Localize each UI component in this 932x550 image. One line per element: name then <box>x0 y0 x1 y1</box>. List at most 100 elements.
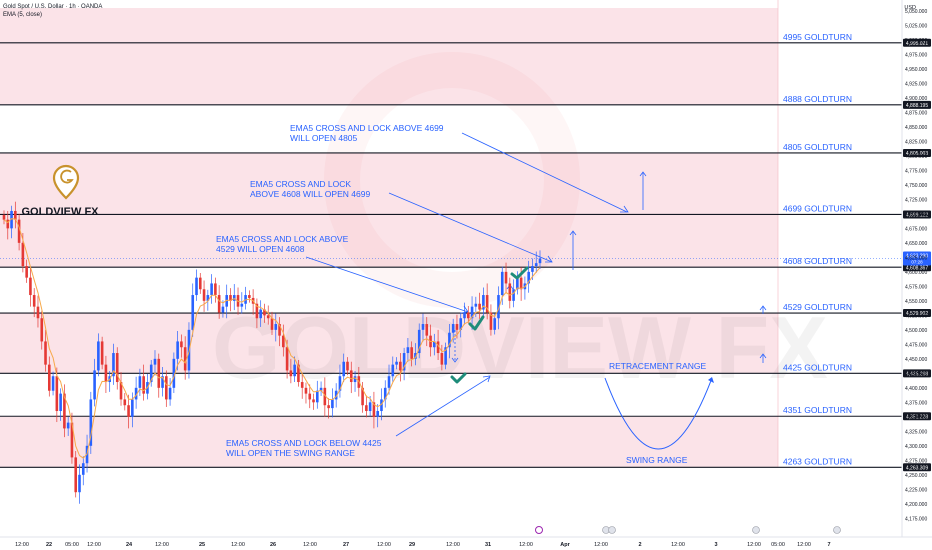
candle-body <box>172 358 176 388</box>
time-axis[interactable]: 12:00 22 05:00 12:00 24 12:00 25 12:00 26 12:00 27… <box>15 542 830 548</box>
y-tick-label: 4,625.000 <box>905 255 927 261</box>
candle-body <box>255 303 259 319</box>
candle-body <box>51 376 55 391</box>
candle-body <box>282 335 285 348</box>
level-label: 4995 GOLDTURN <box>783 32 852 42</box>
y-tick-label: 5,000.000 <box>905 38 927 44</box>
y-tick-label: 4,950.000 <box>905 67 927 73</box>
candle-body <box>104 364 108 383</box>
candle-body <box>482 295 485 310</box>
candle-body <box>78 474 81 493</box>
candle-body <box>183 347 187 371</box>
y-tick-label: 5,025.000 <box>905 23 927 29</box>
candle-body <box>312 399 315 403</box>
candle-body <box>497 295 500 319</box>
indicator-legend[interactable]: EMA (5, close) <box>3 12 43 18</box>
candle-body <box>59 393 62 412</box>
candle-body <box>365 405 368 412</box>
annotation-line: ABOVE 4608 WILL OPEN 4699 <box>250 189 370 199</box>
candle-body <box>274 324 278 330</box>
price-tag-bg <box>903 412 931 421</box>
y-tick-label: 4,575.000 <box>905 284 927 290</box>
candle-body <box>440 353 444 365</box>
candle-body <box>308 393 312 400</box>
candle-body <box>248 295 251 298</box>
annotation-line: WILL OPEN 4805 <box>290 133 358 143</box>
y-tick-label: 4,400.000 <box>905 386 927 392</box>
current-price-bg <box>903 251 931 266</box>
x-tick-label: 12:00 <box>519 542 533 548</box>
x-tick-label: 12:00 <box>231 542 245 548</box>
y-tick-label: 4,825.000 <box>905 139 927 145</box>
candle-body <box>168 387 172 400</box>
y-tick-label: 4,750.000 <box>905 183 927 189</box>
price-tag-bg <box>903 210 931 219</box>
candle-body <box>195 277 198 296</box>
x-tick-label: 26 <box>270 542 276 548</box>
candle-body <box>493 318 497 330</box>
y-tick-label: 4,325.000 <box>905 429 927 435</box>
logo-text: GOLDVIEW FX <box>22 206 100 218</box>
candle-body <box>346 361 349 371</box>
y-tick-label: 4,475.000 <box>905 342 927 348</box>
annotation-line: EMA5 CROSS AND LOCK ABOVE <box>216 234 349 244</box>
candle-body <box>17 219 21 243</box>
candle-body <box>123 399 127 406</box>
x-tick-label: 05:00 <box>65 542 79 548</box>
y-tick-label: 4,775.000 <box>905 168 927 174</box>
price-tag: 4,263.309 <box>906 465 928 471</box>
candle-body <box>263 309 266 316</box>
x-tick-label: 12:00 <box>303 542 317 548</box>
candle-body <box>115 353 119 383</box>
annotation-text: EMA5 CROSS AND LOCK ABOVE 4608 WILL OPEN … <box>250 179 370 199</box>
candle-body <box>10 210 13 229</box>
candle-body <box>138 376 142 388</box>
candle-body <box>519 277 523 290</box>
candle-body <box>436 341 440 354</box>
price-axis[interactable]: 5,050.000 5,025.000 5,000.000 4,975.000 4,95… <box>905 9 927 522</box>
x-tick-label: 12:00 <box>594 542 608 548</box>
zone-band <box>0 416 778 468</box>
candle-body <box>331 399 334 409</box>
candle-body <box>421 324 425 330</box>
y-tick-label: 4,850.000 <box>905 125 927 131</box>
annotation-line: EMA5 CROSS AND LOCK BELOW 4425 <box>226 438 382 448</box>
candle-body <box>489 312 493 330</box>
price-tag: 4,351.228 <box>906 414 928 420</box>
candle-body <box>478 303 481 310</box>
level-label: 4263 GOLDTURN <box>783 456 852 466</box>
candle-body <box>131 399 134 417</box>
candle-body <box>119 382 123 400</box>
countdown-tag: 07:28 <box>911 260 923 265</box>
x-tick-label: 7 <box>827 542 830 548</box>
candle-body <box>485 295 489 313</box>
annotation-line: SWING RANGE <box>626 455 688 465</box>
candle-body <box>214 283 217 296</box>
y-tick-label: 4,925.000 <box>905 81 927 87</box>
x-tick-label: 31 <box>485 542 491 548</box>
price-tag-bg <box>903 369 931 378</box>
price-tag: 4,425.298 <box>906 372 928 378</box>
x-tick-label: 22 <box>46 542 52 548</box>
candle-body <box>470 306 474 319</box>
check-mark <box>450 372 467 384</box>
candle-body <box>278 324 281 336</box>
y-tick-label: 4,425.000 <box>905 371 927 377</box>
annotation-line: EMA5 CROSS AND LOCK ABOVE 4699 <box>290 123 444 133</box>
y-tick-label: 4,525.000 <box>905 313 927 319</box>
candle-body <box>538 258 542 264</box>
annotation-text: EMA5 CROSS AND LOCK BELOW 4425 WILL OPEN … <box>226 438 382 458</box>
candle-body <box>448 332 451 348</box>
cursor-dots <box>535 526 841 534</box>
candle-body <box>383 387 387 400</box>
candle-body <box>180 341 183 348</box>
y-tick-label: 4,975.000 <box>905 52 927 58</box>
candle-body <box>459 318 463 330</box>
candle-body <box>372 402 376 417</box>
x-tick-label: 12:00 <box>155 542 169 548</box>
annotation-text: EMA5 CROSS AND LOCK ABOVE 4699 WILL OPEN … <box>290 123 444 143</box>
candle-body <box>508 283 512 301</box>
candle-body <box>93 370 96 400</box>
price-tag: 4,529.902 <box>906 311 928 317</box>
